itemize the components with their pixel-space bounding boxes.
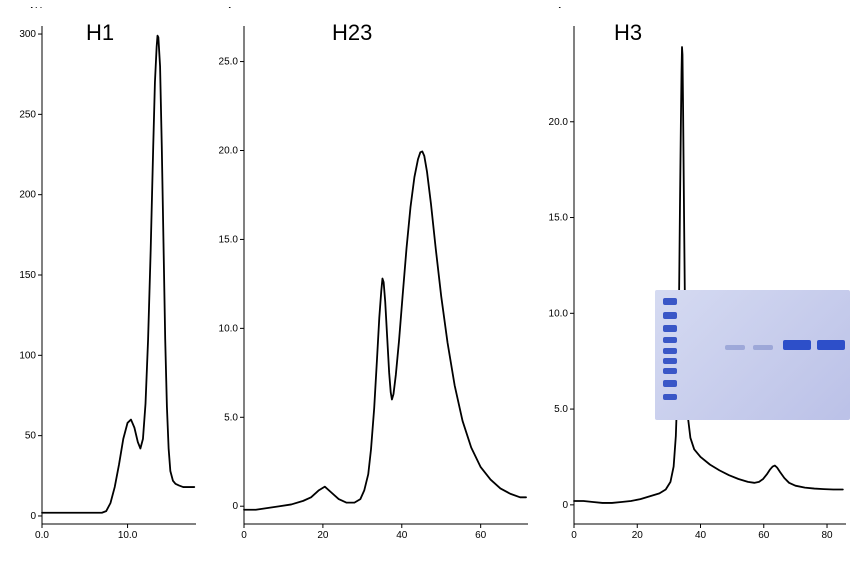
svg-text:250: 250 (19, 109, 36, 120)
svg-text:0: 0 (241, 530, 247, 541)
chromatogram-panel-h1: 0 50 100 150 200 250 300 0.0 10.0 (2, 8, 200, 554)
svg-text:20.0: 20.0 (549, 117, 569, 128)
svg-text:20.0: 20.0 (219, 146, 239, 157)
svg-text:0.0: 0.0 (35, 530, 49, 541)
svg-text:5.0: 5.0 (554, 404, 568, 415)
svg-text:0: 0 (232, 501, 238, 512)
svg-text:15.0: 15.0 (549, 213, 569, 224)
chromatogram-panel-h3: 0 5.0 10.0 15.0 20.0 0 20 40 60 80 (534, 8, 850, 554)
svg-text:5.0: 5.0 (224, 412, 238, 423)
svg-text:10.0: 10.0 (549, 308, 569, 319)
svg-text:60: 60 (475, 530, 487, 541)
svg-text:0: 0 (562, 500, 568, 511)
svg-text:20: 20 (632, 530, 644, 541)
svg-text:10.0: 10.0 (219, 323, 239, 334)
svg-text:80: 80 (821, 530, 833, 541)
svg-text:0: 0 (571, 530, 577, 541)
gel-image-inset (655, 290, 850, 420)
svg-text:300: 300 (19, 29, 36, 40)
panel-title-h23: H23 (332, 20, 372, 46)
svg-text:10.0: 10.0 (118, 530, 138, 541)
svg-text:40: 40 (396, 530, 408, 541)
svg-text:200: 200 (19, 190, 36, 201)
svg-text:20: 20 (317, 530, 329, 541)
chromatogram-panel-h23: 0 5.0 10.0 15.0 20.0 25.0 0 20 40 60 (202, 8, 532, 554)
svg-text:25.0: 25.0 (219, 57, 239, 68)
panel-title-h3: H3 (614, 20, 642, 46)
svg-text:100: 100 (19, 350, 36, 361)
svg-text:50: 50 (25, 431, 37, 442)
svg-text:60: 60 (758, 530, 770, 541)
svg-text:150: 150 (19, 270, 36, 281)
svg-text:15.0: 15.0 (219, 234, 239, 245)
svg-text:40: 40 (695, 530, 707, 541)
svg-text:0: 0 (30, 511, 36, 522)
panel-title-h1: H1 (86, 20, 114, 46)
figure: H1 H23 H3 mAU mAu mAu 050100150200250300… (0, 0, 853, 563)
